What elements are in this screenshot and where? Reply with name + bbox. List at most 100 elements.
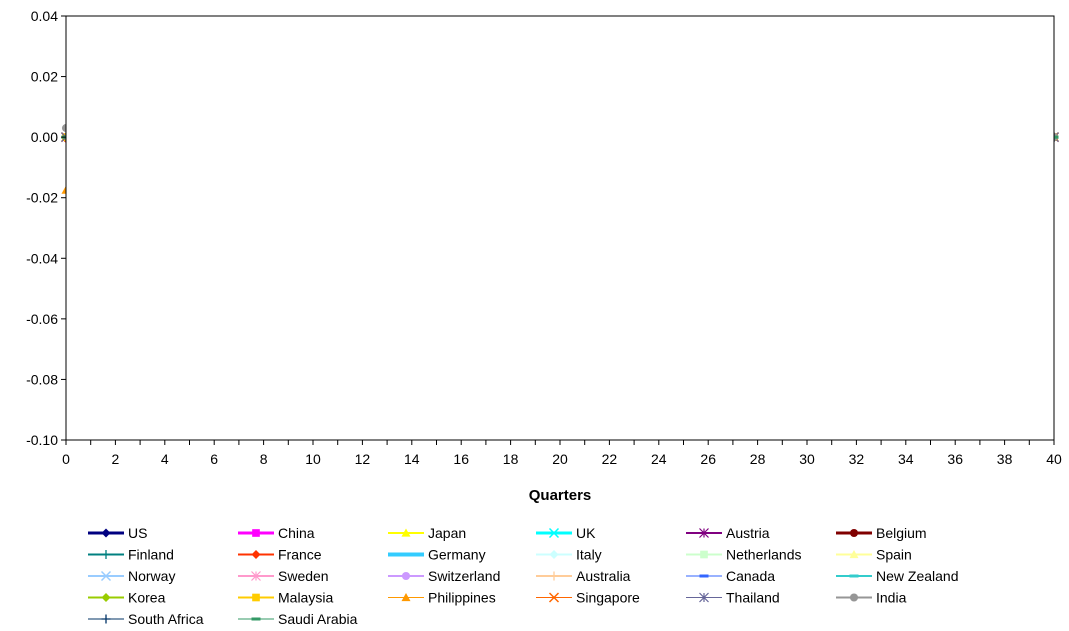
legend-marker <box>251 571 261 581</box>
legend-item: Malaysia <box>238 590 333 606</box>
legend-marker <box>252 593 260 602</box>
legend-label: Spain <box>876 547 912 563</box>
legend-label: India <box>876 590 907 606</box>
legend-item: Spain <box>836 547 912 563</box>
legend-label: Austria <box>726 525 770 541</box>
x-tick-label: 14 <box>404 451 420 467</box>
legend-marker <box>101 550 111 559</box>
x-tick-label: 10 <box>305 451 321 467</box>
legend-label: Australia <box>576 568 631 584</box>
legend-marker <box>401 528 411 537</box>
plot-frame <box>65 15 1055 441</box>
legend-item: US <box>88 525 147 541</box>
y-tick-label: -0.10 <box>26 432 58 448</box>
x-tick-label: 30 <box>799 451 815 467</box>
legend: US China Japan UK Austria Belgium Finland Franc… <box>88 525 959 627</box>
x-tick-label: 8 <box>260 451 268 467</box>
legend-marker <box>401 593 411 602</box>
x-tick-label: 16 <box>453 451 469 467</box>
legend-item: Germany <box>388 547 486 563</box>
legend-label: South Africa <box>128 611 204 627</box>
legend-marker <box>699 574 709 578</box>
legend-label: Netherlands <box>726 547 802 563</box>
legend-item: India <box>836 590 907 606</box>
y-tick-label: -0.06 <box>26 311 58 327</box>
x-tick-label: 0 <box>62 451 70 467</box>
legend-item: Norway <box>88 568 175 584</box>
legend-item: Japan <box>388 525 466 541</box>
x-tick-label: 24 <box>651 451 667 467</box>
y-tick-label: 0.02 <box>31 69 58 85</box>
legend-label: US <box>128 525 147 541</box>
legend-marker <box>251 550 261 559</box>
x-tick-label: 40 <box>1046 451 1062 467</box>
x-tick-label: 4 <box>161 451 169 467</box>
legend-marker <box>100 570 112 582</box>
legend-item: Canada <box>686 568 775 584</box>
legend-label: Italy <box>576 547 602 563</box>
legend-marker <box>548 592 560 603</box>
legend-item: Austria <box>686 525 770 541</box>
legend-marker <box>549 571 559 581</box>
legend-label: Korea <box>128 590 166 606</box>
legend-item: Finland <box>88 547 174 563</box>
x-tick-label: 34 <box>898 451 914 467</box>
legend-label: Switzerland <box>428 568 500 584</box>
legend-marker <box>849 593 859 602</box>
legend-marker <box>849 550 859 559</box>
legend-marker <box>548 527 560 539</box>
x-axis-title: Quarters <box>529 487 592 504</box>
legend-label: Malaysia <box>278 590 333 606</box>
legend-marker <box>699 592 709 603</box>
legend-item: Singapore <box>536 590 640 606</box>
legend-label: Finland <box>128 547 174 563</box>
legend-label: Canada <box>726 568 775 584</box>
legend-marker <box>849 528 859 538</box>
x-tick-label: 26 <box>700 451 716 467</box>
legend-label: Belgium <box>876 525 927 541</box>
legend-item: New Zealand <box>836 568 959 584</box>
legend-item: Belgium <box>836 525 927 541</box>
x-tick-label: 2 <box>112 451 120 467</box>
legend-item: Australia <box>536 568 631 584</box>
legend-item: Korea <box>88 590 166 606</box>
legend-item: Thailand <box>686 590 780 606</box>
y-tick-label: 0.04 <box>31 8 58 24</box>
legend-item: Italy <box>536 547 602 563</box>
legend-marker <box>252 529 260 537</box>
legend-label: Singapore <box>576 590 640 606</box>
x-tick-label: 28 <box>750 451 766 467</box>
x-tick-label: 38 <box>997 451 1013 467</box>
legend-marker <box>700 550 708 559</box>
legend-item: Philippines <box>388 590 496 606</box>
legend-marker <box>101 593 111 602</box>
x-tick-label: 22 <box>602 451 618 467</box>
legend-item: France <box>238 547 322 563</box>
legend-marker <box>101 528 111 538</box>
legend-item: Sweden <box>238 568 329 584</box>
legend-label: New Zealand <box>876 568 959 584</box>
y-tick-label: 0.00 <box>31 129 58 145</box>
x-tick-label: 6 <box>210 451 218 467</box>
x-tick-label: 12 <box>355 451 371 467</box>
x-tick-label: 32 <box>849 451 865 467</box>
y-tick-label: -0.04 <box>26 250 58 266</box>
legend-label: Thailand <box>726 590 780 606</box>
legend-item: Saudi Arabia <box>238 611 358 627</box>
legend-marker <box>401 571 411 581</box>
legend-label: Germany <box>428 547 486 563</box>
legend-item: UK <box>536 525 596 541</box>
legend-marker <box>251 617 261 621</box>
legend-label: France <box>278 547 322 563</box>
legend-marker <box>849 574 859 578</box>
x-tick-label: 20 <box>552 451 568 467</box>
legend-item: Switzerland <box>388 568 500 584</box>
y-tick-label: -0.08 <box>26 371 58 387</box>
axes: 0.040.020.00-0.02-0.04-0.06-0.08-0.100 2 4… <box>26 8 1062 467</box>
legend-label: Sweden <box>278 568 329 584</box>
legend-marker <box>101 614 111 624</box>
legend-item: South Africa <box>88 611 204 627</box>
legend-item: Netherlands <box>686 547 802 563</box>
legend-item: China <box>238 525 315 541</box>
legend-marker <box>699 528 709 538</box>
